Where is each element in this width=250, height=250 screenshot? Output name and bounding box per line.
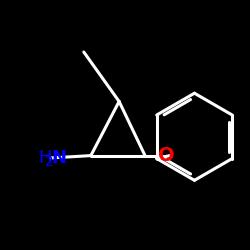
Text: 2: 2	[46, 155, 54, 169]
Text: N: N	[52, 149, 66, 167]
Text: O: O	[158, 146, 174, 165]
Text: H: H	[38, 149, 52, 167]
